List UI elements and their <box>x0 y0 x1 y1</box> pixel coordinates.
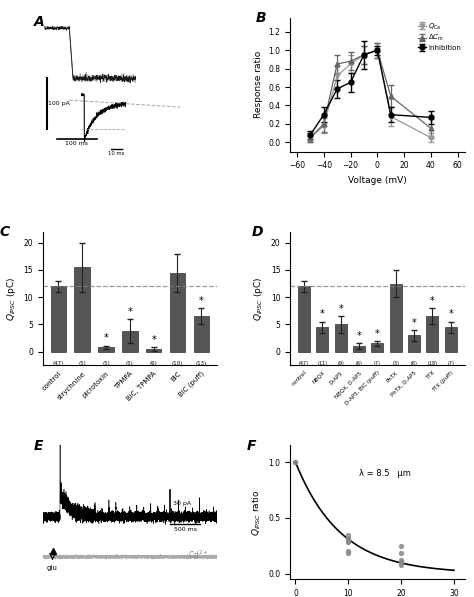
Text: *: * <box>151 335 156 345</box>
Text: glu: glu <box>47 565 58 571</box>
Y-axis label: $Q_{IPSC}$ (pC): $Q_{IPSC}$ (pC) <box>252 276 265 321</box>
Point <box>345 549 352 558</box>
Text: *: * <box>356 331 361 341</box>
Text: (6): (6) <box>410 362 418 367</box>
Text: B: B <box>255 11 266 25</box>
Text: *: * <box>448 309 453 319</box>
Bar <box>298 286 310 352</box>
Bar <box>427 316 438 352</box>
Text: C: C <box>0 225 9 239</box>
Bar <box>122 331 137 352</box>
Bar <box>74 267 90 352</box>
Text: *: * <box>128 307 132 317</box>
Text: 100 pA: 100 pA <box>48 101 70 106</box>
Y-axis label: $Q_{IPSC}$ (pC): $Q_{IPSC}$ (pC) <box>5 276 18 321</box>
Point <box>397 558 405 567</box>
Bar <box>51 286 66 352</box>
Point <box>397 555 405 565</box>
Point <box>397 549 405 558</box>
Text: (7): (7) <box>447 362 454 367</box>
Bar <box>98 347 114 352</box>
Point <box>397 558 405 567</box>
Bar <box>193 316 209 352</box>
Text: E: E <box>34 439 44 453</box>
Bar <box>408 336 420 352</box>
Bar <box>170 273 185 352</box>
Point <box>345 537 352 546</box>
Bar <box>317 327 328 352</box>
Legend: $Q_{Ca}$, $\Delta C_m$, Inhibition: $Q_{Ca}$, $\Delta C_m$, Inhibition <box>418 21 461 51</box>
Text: (5): (5) <box>102 362 110 367</box>
Text: 30 pA: 30 pA <box>173 501 191 506</box>
Point <box>345 534 352 544</box>
Text: (7): (7) <box>374 362 381 367</box>
Point <box>345 530 352 539</box>
Text: F: F <box>246 439 256 453</box>
Text: *: * <box>338 304 343 314</box>
Text: D: D <box>252 225 264 239</box>
Y-axis label: $Q_{IPSC}$ ratio: $Q_{IPSC}$ ratio <box>250 489 263 536</box>
Text: *: * <box>320 309 325 319</box>
Text: 100 ms: 100 ms <box>65 141 88 146</box>
Text: 500 ms: 500 ms <box>173 527 197 532</box>
Bar <box>353 346 365 352</box>
Text: (47): (47) <box>53 362 64 367</box>
Text: (10): (10) <box>172 362 183 367</box>
Text: *: * <box>104 334 109 343</box>
Text: (47): (47) <box>299 362 309 367</box>
Text: A: A <box>34 16 45 29</box>
Text: λ = 8.5   μm: λ = 8.5 μm <box>359 469 411 478</box>
Text: *: * <box>430 296 435 306</box>
X-axis label: Voltage (mV): Voltage (mV) <box>348 176 407 185</box>
Text: (3): (3) <box>392 362 399 367</box>
Bar <box>445 327 456 352</box>
Text: *: * <box>411 318 416 328</box>
Bar <box>146 349 161 352</box>
Point <box>345 546 352 556</box>
Point <box>345 533 352 543</box>
Bar <box>372 343 383 352</box>
Text: (6): (6) <box>150 362 157 367</box>
Point <box>397 541 405 550</box>
Text: (13): (13) <box>196 362 207 367</box>
Y-axis label: Response ratio: Response ratio <box>254 51 263 118</box>
Text: (9): (9) <box>337 362 344 367</box>
Text: (5): (5) <box>78 362 86 367</box>
Point <box>397 560 405 570</box>
Text: (6): (6) <box>356 362 363 367</box>
Point <box>292 457 299 467</box>
Point <box>345 537 352 547</box>
Bar <box>335 324 346 352</box>
Text: *: * <box>375 328 380 338</box>
Bar <box>390 284 401 352</box>
Text: *: * <box>199 296 204 306</box>
Text: (11): (11) <box>318 362 328 367</box>
Text: (5): (5) <box>126 362 134 367</box>
Text: 10 ms: 10 ms <box>108 150 124 155</box>
Text: (18): (18) <box>428 362 438 367</box>
Text: Cd$^{2+}$: Cd$^{2+}$ <box>188 549 209 562</box>
